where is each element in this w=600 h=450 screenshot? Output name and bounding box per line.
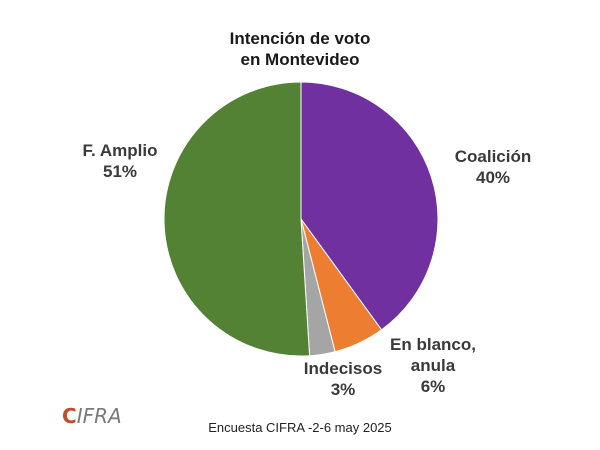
cifra-logo-mark: C [62, 404, 77, 428]
slice-label-coalicion: Coalición 40% [438, 146, 548, 188]
slice-name-f-amplio: F. Amplio [82, 141, 158, 160]
slice-value-f-amplio: 51% [102, 162, 138, 181]
source-note: Encuesta CIFRA -2-6 may 2025 [208, 420, 392, 435]
cifra-logo: CIFRA [62, 404, 122, 428]
slice-label-f-amplio: F. Amplio 51% [60, 140, 180, 182]
chart-title-line-2: en Montevideo [240, 50, 360, 69]
slice-label-en-blanco: En blanco, anula 6% [378, 334, 488, 397]
pie-slice-coalicion [300, 81, 439, 331]
slice-label-indecisos: Indecisos 3% [288, 358, 398, 400]
slice-name-coalicion: Coalición [454, 147, 532, 166]
slice-value-coalicion: 40% [475, 168, 511, 187]
chart-title-line-1: Intención de voto [229, 29, 371, 48]
cifra-logo-text: IFRA [76, 404, 122, 428]
slice-value-indecisos: 3% [330, 380, 356, 399]
slice-name-indecisos: Indecisos [303, 359, 383, 378]
chart-title: Intención de voto en Montevideo [0, 28, 600, 70]
slice-value-en-blanco: 6% [420, 377, 446, 396]
slice-name-en-blanco-line-2: anula [410, 356, 456, 375]
slice-name-en-blanco-line-1: En blanco, [390, 335, 476, 354]
pie-slice-f-amplio [163, 81, 311, 357]
